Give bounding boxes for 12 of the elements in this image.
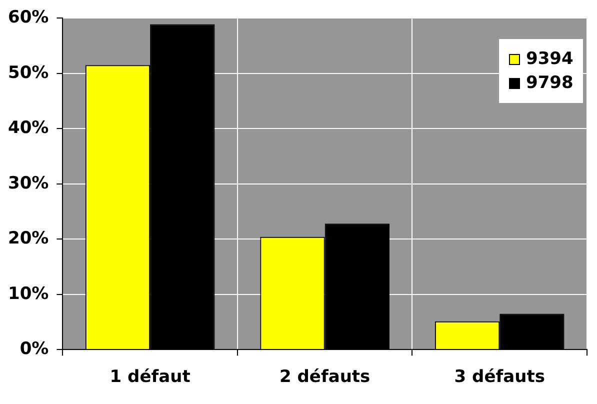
y-tick-label: 50% <box>8 62 49 83</box>
y-tick-label: 20% <box>8 228 49 249</box>
legend-label: 9798 <box>525 73 574 94</box>
x-tick-label: 2 défauts <box>280 367 370 388</box>
y-tick-label: 40% <box>8 118 49 138</box>
x-tick-label: 1 défaut <box>110 367 190 388</box>
y-tick-label: 60% <box>8 8 49 28</box>
legend-label: 9394 <box>525 49 574 70</box>
y-tick-label: 0% <box>20 339 49 360</box>
y-tick-label: 30% <box>8 173 49 194</box>
x-tick-label: 3 défauts <box>454 367 545 388</box>
y-tick-label: 10% <box>8 284 49 304</box>
